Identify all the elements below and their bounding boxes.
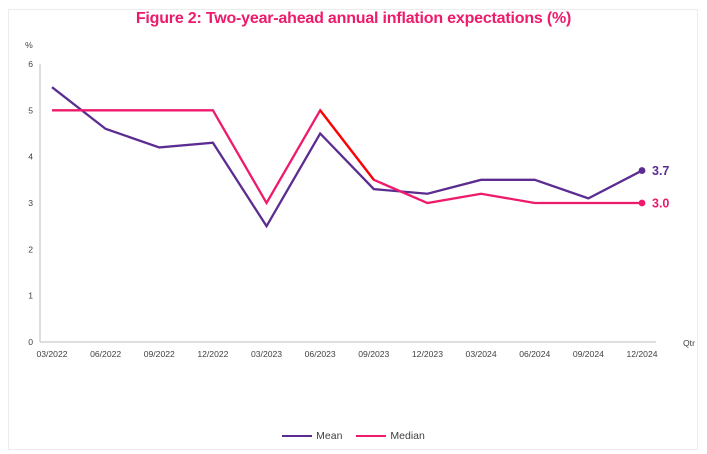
y-tick-label: 3 (28, 198, 33, 208)
x-axis-title: Qtr (683, 338, 695, 348)
median-red-segment (319, 109, 375, 181)
x-tick-label: 06/2024 (519, 349, 550, 359)
y-tick-label: 2 (28, 244, 33, 254)
y-tick-label: 6 (28, 59, 33, 69)
x-tick-label: 06/2022 (90, 349, 121, 359)
y-tick-label: 5 (28, 105, 33, 115)
x-tick-label: 09/2022 (144, 349, 175, 359)
median-end-dot (638, 199, 646, 207)
x-tick-label: 06/2023 (305, 349, 336, 359)
legend-label-median: Median (390, 430, 425, 442)
legend: Mean Median (0, 430, 707, 442)
y-tick-label: 4 (28, 152, 33, 162)
x-tick-label: 12/2023 (412, 349, 443, 359)
y-tick-label: 0 (28, 337, 33, 347)
x-tick-label: 03/2022 (36, 349, 67, 359)
mean-end-dot (638, 167, 646, 174)
y-axis-unit-label: % (25, 40, 33, 50)
legend-swatch-mean (282, 434, 313, 438)
median-line (52, 108, 642, 206)
x-tick-label: 12/2022 (197, 349, 228, 359)
x-tick-label: 09/2023 (358, 349, 389, 359)
x-tick-label: 03/2023 (251, 349, 282, 359)
legend-swatch-median (356, 434, 387, 438)
x-tick-label: 09/2024 (573, 349, 604, 359)
legend-item-median: Median (356, 430, 425, 442)
y-tick-label: 1 (28, 291, 33, 301)
mean-end-label: 3.7 (652, 164, 669, 178)
legend-item-mean: Mean (282, 430, 342, 442)
median-end-label: 3.0 (652, 197, 669, 211)
chart-title: Figure 2: Two-year-ahead annual inflatio… (135, 10, 572, 27)
x-tick-label: 12/2024 (626, 349, 657, 359)
mean-line (51, 86, 643, 229)
x-tick-label: 03/2024 (466, 349, 497, 359)
legend-label-mean: Mean (316, 430, 343, 442)
